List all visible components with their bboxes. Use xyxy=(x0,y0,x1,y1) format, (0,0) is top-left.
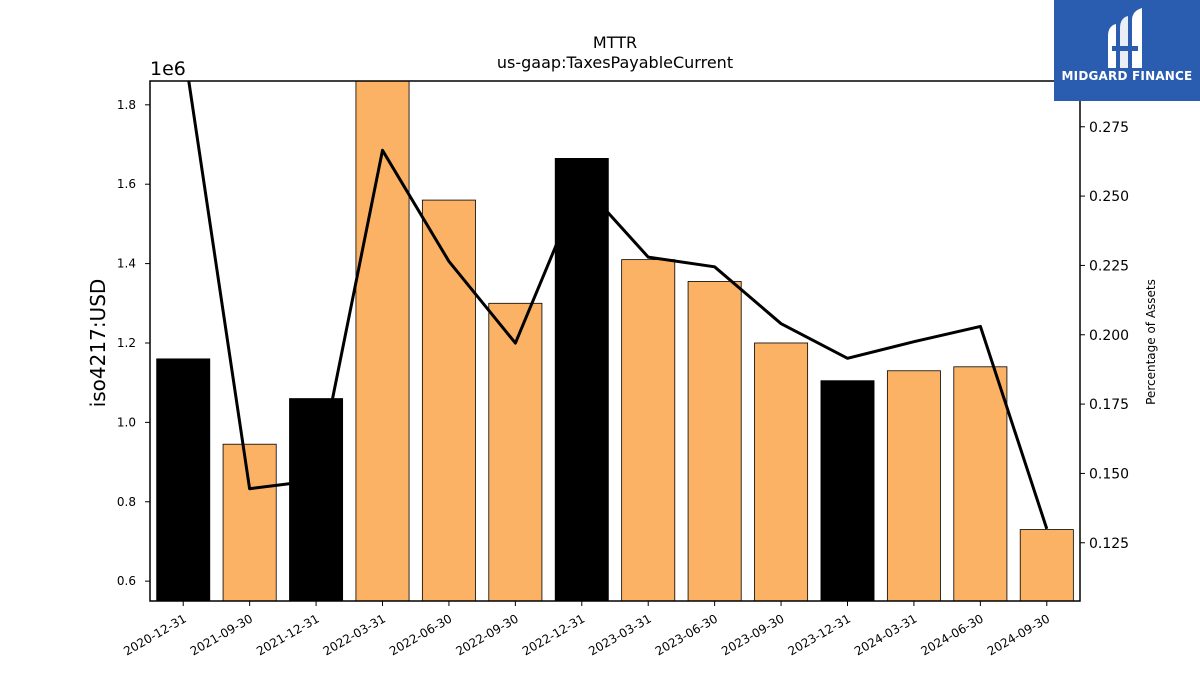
series-line xyxy=(187,81,1049,530)
bar xyxy=(953,366,1008,601)
bar xyxy=(156,358,211,601)
x-tick-label: 2021-12-31 xyxy=(254,611,321,658)
y2-tick-label: 0.250 xyxy=(1089,189,1129,205)
y2-tick-label: 0.200 xyxy=(1089,328,1129,344)
y-tick-label: 1.6 xyxy=(117,177,136,191)
bar xyxy=(820,380,875,601)
y-axis-label: iso4217:USD xyxy=(86,279,110,408)
x-tick-label: 2023-12-31 xyxy=(786,611,853,658)
y-tick-label: 1.2 xyxy=(117,336,136,350)
chart-title: MTTR xyxy=(593,33,637,52)
bar xyxy=(289,398,344,601)
bar xyxy=(1019,529,1074,601)
bar xyxy=(488,302,543,601)
x-tick-label: 2022-06-30 xyxy=(387,611,454,658)
x-tick-label: 2024-09-30 xyxy=(985,611,1052,658)
y-tick-label: 1.8 xyxy=(117,98,136,112)
y-tick-label: 1.0 xyxy=(117,415,136,429)
x-tick-label: 2022-12-31 xyxy=(520,611,587,658)
bar xyxy=(222,443,277,601)
bar xyxy=(421,199,476,601)
bar xyxy=(621,259,676,601)
x-tick-label: 2023-03-31 xyxy=(586,611,653,658)
y2-tick-label: 0.275 xyxy=(1089,120,1129,136)
x-tick-label: 2024-03-31 xyxy=(852,611,919,658)
y-tick-label: 0.8 xyxy=(117,495,136,509)
chart-subtitle: us-gaap:TaxesPayableCurrent xyxy=(497,53,733,72)
x-tick-label: 2023-06-30 xyxy=(653,611,720,658)
y-offset-label: 1e6 xyxy=(150,58,186,80)
y-tick-label: 1.4 xyxy=(117,257,136,271)
bar xyxy=(754,342,809,601)
midgard-finance-logo: MIDGARD FINANCE xyxy=(1054,0,1200,101)
y2-tick-label: 0.150 xyxy=(1089,466,1129,482)
x-tick-label: 2024-06-30 xyxy=(918,611,985,658)
y2-tick-label: 0.225 xyxy=(1089,258,1129,274)
y2-tick-label: 0.125 xyxy=(1089,536,1129,552)
bar xyxy=(355,81,410,601)
logo-text: MIDGARD FINANCE xyxy=(1061,69,1193,83)
y-tick-label: 0.6 xyxy=(117,574,136,588)
x-tick-label: 2020-12-31 xyxy=(121,611,188,658)
x-tick-label: 2021-09-30 xyxy=(188,611,255,658)
x-tick-label: 2022-03-31 xyxy=(321,611,388,658)
logo-mark-icon xyxy=(1108,8,1142,68)
bar xyxy=(886,370,941,601)
x-tick-label: 2023-09-30 xyxy=(719,611,786,658)
x-tick-label: 2022-09-30 xyxy=(453,611,520,658)
y2-axis-label: Percentage of Assets xyxy=(1144,279,1158,405)
bar xyxy=(687,281,742,601)
y2-tick-label: 0.175 xyxy=(1089,397,1129,413)
bar xyxy=(554,158,609,601)
plot-frame xyxy=(149,80,1081,602)
